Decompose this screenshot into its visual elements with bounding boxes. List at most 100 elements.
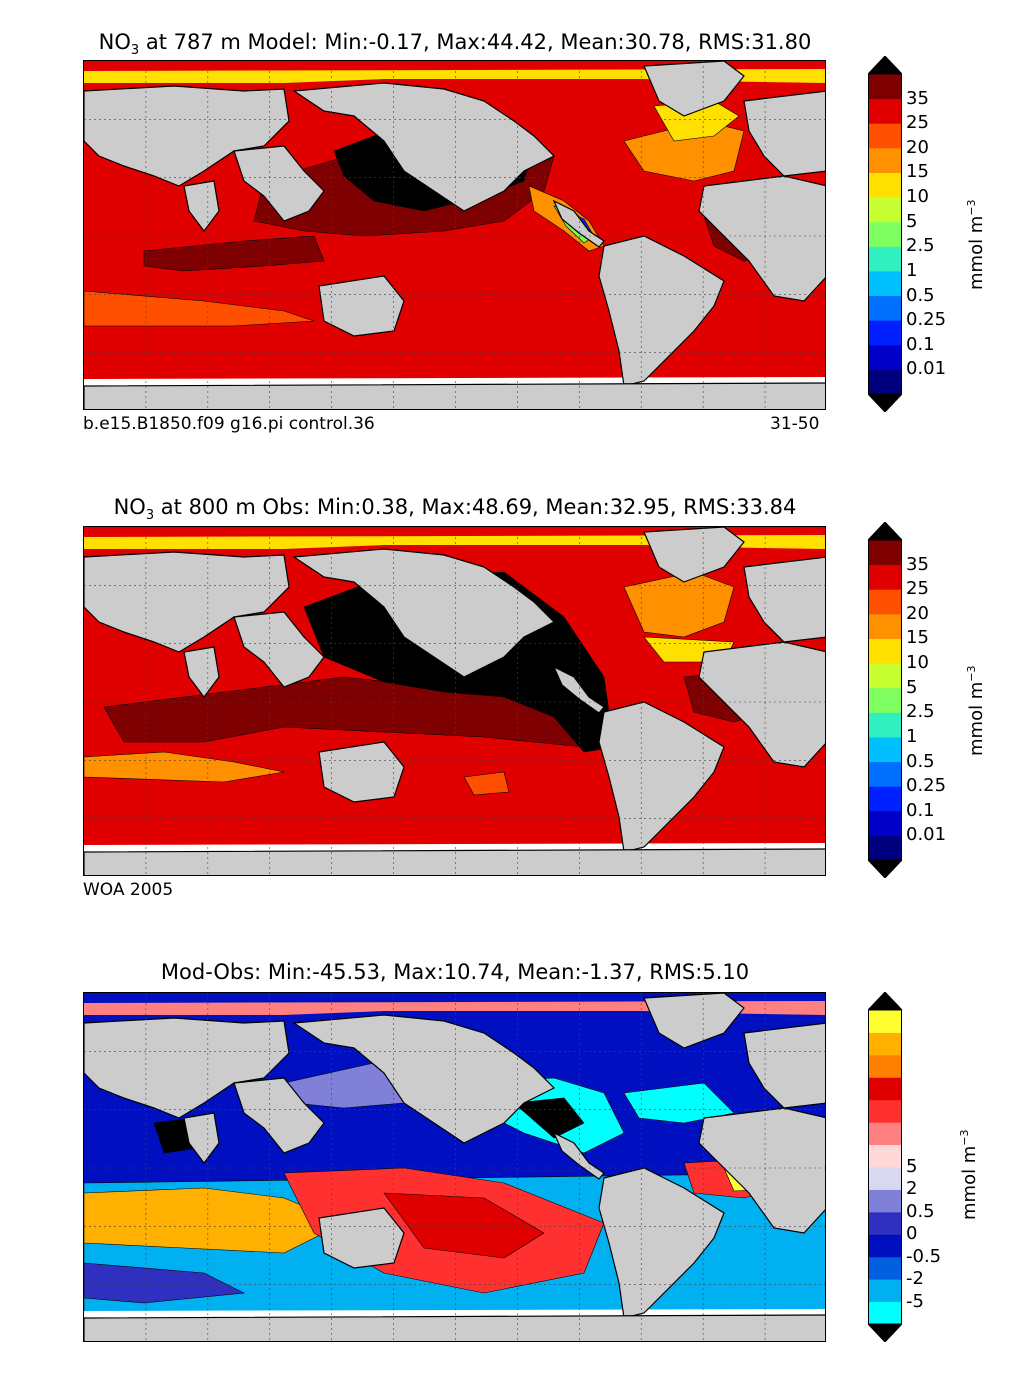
land-greenland [643, 527, 745, 583]
diff-colorbar [868, 992, 902, 1342]
land-asia-se [233, 611, 325, 688]
colorbar-tick-label: -2 [906, 1268, 924, 1290]
land-greenland [643, 993, 745, 1049]
land-asia-se [233, 145, 325, 222]
colorbar-segment [868, 270, 902, 297]
diff-title: Mod-Obs: Min:-45.53, Max:10.74, Mean:-1.… [160, 960, 750, 984]
obs-title: NO3 at 800 m Obs: Min:0.38, Max:48.69, M… [113, 495, 797, 524]
colorbar-extend-max [868, 992, 902, 1011]
colorbar-tick-label: 10 [906, 652, 929, 674]
arctic-field [84, 69, 825, 83]
colorbar-segment [868, 1099, 902, 1123]
land-eurasia-west [84, 551, 290, 653]
colorbar-segment [868, 564, 902, 590]
land-asia-se [233, 1077, 325, 1154]
colorbar-segment [868, 74, 902, 100]
colorbar-segment [868, 221, 902, 247]
colorbar-segment [868, 761, 902, 787]
colorbar-segment [868, 1211, 902, 1235]
colorbar-segment [868, 1122, 902, 1146]
land-australia [318, 275, 405, 337]
land-south-america [598, 1167, 725, 1319]
colorbar-segment [868, 540, 902, 566]
colorbar-segment [868, 786, 902, 812]
diff-map [83, 992, 826, 1342]
diff-colorbar-unit: mmol m−3 [958, 1129, 980, 1220]
colorbar-tick-label: 20 [906, 602, 929, 624]
colorbar-segment [868, 147, 902, 173]
colorbar-segment [868, 712, 902, 738]
colorbar-tick-label: 2.5 [906, 235, 935, 257]
colorbar-segment [868, 810, 902, 836]
contour-region [84, 290, 315, 327]
colorbar-tick-label: -5 [906, 1290, 924, 1312]
colorbar-tick-label: 35 [906, 87, 929, 109]
land-antarctica [84, 382, 825, 409]
colorbar-frame [868, 539, 902, 861]
land-central-america [552, 1131, 605, 1180]
colorbar-segment [868, 589, 902, 615]
land-north-america [292, 1014, 556, 1144]
contour-region [513, 1097, 585, 1139]
colorbar-tick-label: 15 [906, 161, 929, 183]
colorbar-tick-label: 10 [906, 186, 929, 208]
colorbar-segment [868, 1234, 902, 1258]
colorbar-tick-label: 0.01 [906, 358, 947, 380]
colorbar-segment [868, 1167, 902, 1190]
colorbar-tick-label: 25 [906, 112, 929, 134]
obs-colorbar [868, 522, 902, 878]
colorbar-tick-label: 5 [906, 676, 918, 698]
colorbar-segment [868, 1279, 902, 1303]
contour-region [143, 235, 325, 272]
colorbar-segment [868, 835, 902, 861]
colorbar-tick-label: 0.5 [906, 284, 935, 306]
colorbar-segment [868, 1054, 902, 1078]
contour-region [463, 771, 510, 796]
contour-region [84, 751, 285, 783]
land-africa [698, 641, 825, 768]
colorbar-segment [868, 638, 902, 664]
obs-source-label: WOA 2005 [83, 880, 174, 900]
colorbar-segment [868, 123, 902, 149]
colorbar-segment [868, 1189, 902, 1213]
land-india [183, 646, 220, 698]
colorbar-tick-label: 0.25 [906, 309, 947, 331]
model-years-label: 31-50 [770, 414, 820, 434]
colorbar-segment [868, 1144, 902, 1168]
model-title: NO3 at 787 m Model: Min:-0.17, Max:44.42… [98, 30, 812, 59]
contour-region [84, 1187, 345, 1254]
land-australia [318, 1207, 405, 1269]
land-central-america [552, 199, 605, 248]
land-north-america [292, 82, 556, 212]
model-colorbar-unit: mmol m−3 [965, 199, 987, 290]
colorbar-segment [868, 320, 902, 346]
colorbar-segment [868, 1077, 902, 1101]
colorbar-extend-min [868, 393, 902, 412]
colorbar-tick-label: 5 [906, 210, 918, 232]
land-australia [318, 741, 405, 803]
land-antarctica [84, 1314, 825, 1341]
colorbar-segment [868, 1032, 902, 1056]
colorbar-tick-label: -0.5 [906, 1245, 942, 1267]
colorbar-tick-label: 2.5 [906, 701, 935, 723]
colorbar-frame [868, 73, 902, 395]
colorbar-segment [868, 736, 902, 763]
colorbar-tick-label: 5 [906, 1156, 918, 1177]
colorbar-tick-label: 1 [906, 725, 918, 747]
colorbar-tick-label: 1 [906, 259, 918, 281]
land-central-america [552, 665, 605, 714]
colorbar-segment [868, 1301, 902, 1325]
colorbar-tick-label: 15 [906, 627, 929, 649]
colorbar-segment [868, 663, 902, 689]
colorbar-segment [868, 98, 902, 124]
colorbar-segment [868, 1010, 902, 1033]
colorbar-extend-min [868, 1323, 902, 1342]
land-antarctica [84, 848, 825, 875]
colorbar-segment [868, 197, 902, 223]
contour-region [84, 1262, 246, 1304]
model-colorbar [868, 56, 902, 412]
land-africa [698, 175, 825, 302]
colorbar-tick-label: 0.5 [906, 750, 935, 772]
colorbar-segment [868, 1256, 902, 1280]
colorbar-tick-label: 20 [906, 136, 929, 158]
